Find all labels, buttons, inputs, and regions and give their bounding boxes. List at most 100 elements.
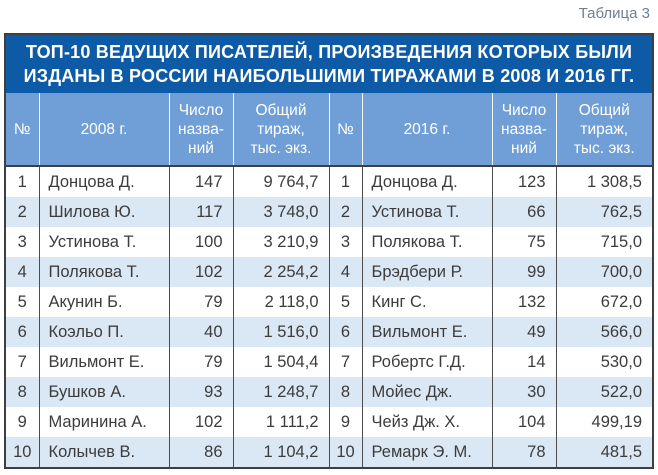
table-row: 7 Вильмонт Е. 79 1 504,4 7 Робертс Г.Д. 14 530,…	[6, 347, 652, 377]
table-body: 1 Донцова Д. 147 9 764,7 1 Донцова Д. 123 1 308…	[6, 166, 652, 467]
table-row: 10 Колычев В. 86 1 104,2 10 Ремарк Э. М. 78 481…	[6, 437, 652, 467]
author-cell-2008: Вильмонт Е.	[38, 347, 169, 377]
col-header-titles-count-right: Число назва- ний	[491, 93, 556, 167]
rank-cell-2008: 5	[17, 293, 27, 311]
titles-count-cell-2016: 132	[491, 287, 556, 317]
rank-cell-2016: 2	[328, 197, 362, 227]
copies-cell-2008: 2 118,0	[232, 287, 329, 317]
table-row: 8 Бушков А. 93 1 248,7 8 Мойес Дж. 30 522,0	[6, 377, 652, 407]
copies-cell-2008: 9 764,7	[232, 166, 329, 197]
table-row: 9 Маринина А. 102 1 111,2 9 Чейз Дж. Х. 104 499…	[6, 407, 652, 437]
rank-cell-2016: 7	[328, 347, 362, 377]
author-cell-2016: Ремарк Э. М.	[361, 437, 492, 467]
copies-cell-2008: 1 104,2	[232, 437, 329, 467]
author-cell-2008: Шилова Ю.	[38, 197, 169, 227]
author-cell-2008: Колычев В.	[38, 437, 169, 467]
table-caption: Таблица 3	[578, 5, 650, 22]
author-cell-2016: Донцова Д.	[361, 166, 492, 197]
copies-cell-2016: 530,0	[555, 347, 652, 377]
author-cell-2008: Акунин Б.	[38, 287, 169, 317]
top10-writers-table: ТОП-10 ВЕДУЩИХ ПИСАТЕЛЕЙ, ПРОИЗВЕДЕНИЯ К…	[4, 33, 654, 469]
author-cell-2008: Полякова Т.	[38, 257, 169, 287]
rank-cell-2016: 6	[328, 317, 362, 347]
author-cell-2016: Кинг С.	[361, 287, 492, 317]
col-header-titles-count-left: Число назва- ний	[168, 93, 233, 167]
titles-count-cell-2016: 14	[491, 347, 556, 377]
copies-cell-2016: 715,0	[555, 227, 652, 257]
titles-count-cell-2008: 100	[168, 227, 233, 257]
titles-count-cell-2008: 117	[168, 197, 233, 227]
copies-cell-2016: 522,0	[555, 377, 652, 407]
copies-cell-2016: 700,0	[555, 257, 652, 287]
titles-count-cell-2016: 78	[491, 437, 556, 467]
titles-count-cell-2016: 30	[491, 377, 556, 407]
rank-cell-2016: 9	[328, 407, 362, 437]
copies-cell-2008: 3 210,9	[232, 227, 329, 257]
copies-cell-2016: 762,5	[555, 197, 652, 227]
rank-cell-2008: 10	[13, 443, 32, 461]
rank-cell-2008: 2	[17, 203, 27, 221]
col-header-year-2016: 2016 г.	[361, 93, 492, 167]
table-row: 5 Акунин Б. 79 2 118,0 5 Кинг С. 132 672,0	[6, 287, 652, 317]
titles-count-cell-2016: 104	[491, 407, 556, 437]
copies-cell-2016: 672,0	[555, 287, 652, 317]
rank-cell-2016: 1	[328, 166, 362, 197]
author-cell-2016: Вильмонт Е.	[361, 317, 492, 347]
table-row: 3 Устинова Т. 100 3 210,9 3 Полякова Т. 75 715,…	[6, 227, 652, 257]
copies-cell-2008: 2 254,2	[232, 257, 329, 287]
table-row: 6 Коэльо П. 40 1 516,0 6 Вильмонт Е. 49 566,0	[6, 317, 652, 347]
rank-cell-2016: 8	[328, 377, 362, 407]
author-cell-2016: Брэдбери Р.	[361, 257, 492, 287]
author-cell-2016: Робертс Г.Д.	[361, 347, 492, 377]
titles-count-cell-2016: 99	[491, 257, 556, 287]
copies-cell-2016: 566,0	[555, 317, 652, 347]
copies-cell-2008: 1 111,2	[232, 407, 329, 437]
data-table: № 2008 г. Число назва- ний Общий тираж, …	[6, 93, 652, 467]
titles-count-cell-2008: 102	[168, 407, 233, 437]
author-cell-2016: Полякова Т.	[361, 227, 492, 257]
header-row: № 2008 г. Число назва- ний Общий тираж, …	[6, 93, 652, 167]
copies-cell-2008: 1 248,7	[232, 377, 329, 407]
author-cell-2016: Чейз Дж. Х.	[361, 407, 492, 437]
titles-count-cell-2016: 49	[491, 317, 556, 347]
rank-cell-2008: 9	[17, 413, 27, 431]
author-cell-2008: Донцова Д.	[38, 166, 169, 197]
titles-count-cell-2008: 79	[168, 287, 233, 317]
rank-cell-2016: 10	[328, 437, 362, 467]
rank-cell-2008: 1	[17, 173, 27, 191]
copies-cell-2016: 1 308,5	[555, 166, 652, 197]
titles-count-cell-2008: 79	[168, 347, 233, 377]
table-row: 4 Полякова Т. 102 2 254,2 4 Брэдбери Р. 99 700,…	[6, 257, 652, 287]
table-row: 2 Шилова Ю. 117 3 748,0 2 Устинова Т. 66 762,5	[6, 197, 652, 227]
author-cell-2008: Маринина А.	[38, 407, 169, 437]
titles-count-cell-2016: 66	[491, 197, 556, 227]
titles-count-cell-2016: 75	[491, 227, 556, 257]
rank-cell-2016: 5	[328, 287, 362, 317]
col-header-total-print-right: Общий тираж, тыс. экз.	[555, 93, 652, 167]
titles-count-cell-2008: 102	[168, 257, 233, 287]
copies-cell-2016: 481,5	[555, 437, 652, 467]
author-cell-2008: Коэльо П.	[38, 317, 169, 347]
author-cell-2008: Устинова Т.	[38, 227, 169, 257]
col-header-num-left: №	[6, 93, 39, 167]
author-cell-2016: Устинова Т.	[361, 197, 492, 227]
rank-cell-2016: 4	[328, 257, 362, 287]
titles-count-cell-2008: 93	[168, 377, 233, 407]
copies-cell-2008: 1 516,0	[232, 317, 329, 347]
rank-cell-2008: 6	[17, 323, 27, 341]
col-header-num-right: №	[328, 93, 362, 167]
rank-cell-2008: 3	[17, 233, 27, 251]
rank-cell-2008: 7	[17, 353, 27, 371]
table-header: № 2008 г. Число назва- ний Общий тираж, …	[6, 93, 652, 167]
col-header-year-2008: 2008 г.	[38, 93, 169, 167]
author-cell-2008: Бушков А.	[38, 377, 169, 407]
col-header-total-print-left: Общий тираж, тыс. экз.	[232, 93, 329, 167]
author-cell-2016: Мойес Дж.	[361, 377, 492, 407]
titles-count-cell-2008: 86	[168, 437, 233, 467]
copies-cell-2008: 1 504,4	[232, 347, 329, 377]
copies-cell-2008: 3 748,0	[232, 197, 329, 227]
rank-cell-2016: 3	[328, 227, 362, 257]
rank-cell-2008: 4	[17, 263, 27, 281]
titles-count-cell-2008: 40	[168, 317, 233, 347]
